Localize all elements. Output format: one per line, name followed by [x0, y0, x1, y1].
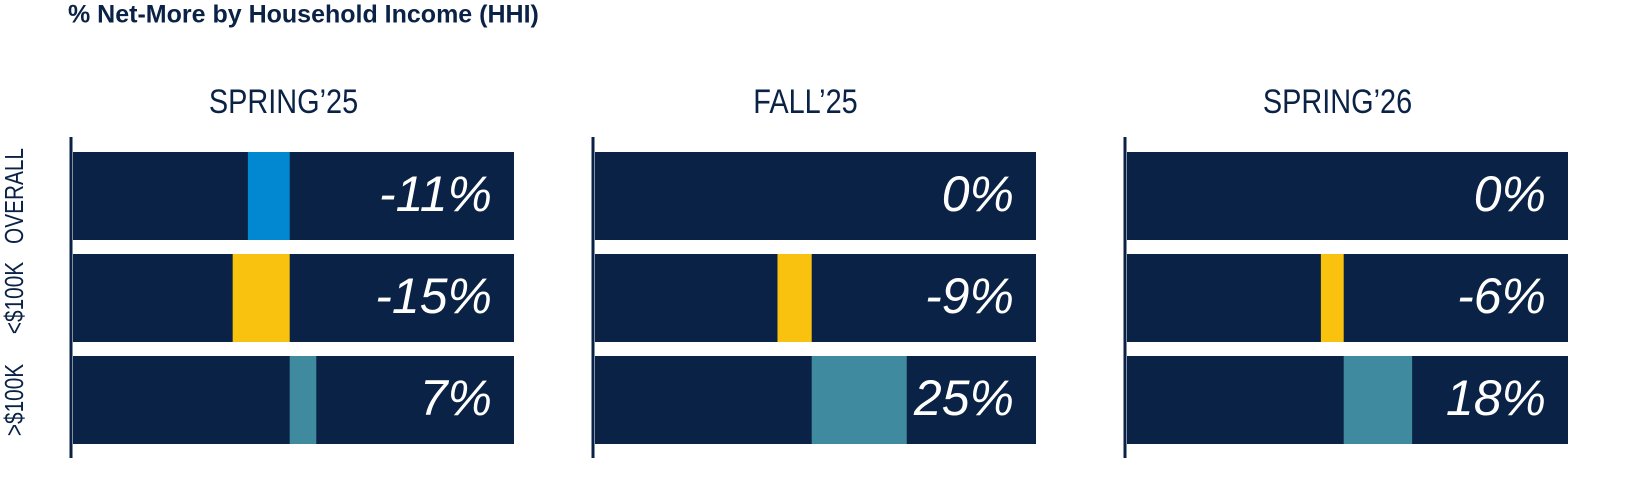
value-label: 0% — [1474, 166, 1546, 222]
row-background — [1127, 254, 1568, 342]
value-label: 7% — [420, 370, 492, 426]
row-label: <$100K — [0, 262, 28, 335]
row-background — [73, 152, 514, 240]
value-label: -15% — [375, 268, 492, 324]
panel-title: FALL’25 — [753, 82, 857, 121]
panel-title: SPRING’25 — [209, 82, 358, 121]
bar — [232, 254, 290, 342]
row-background — [595, 152, 1036, 240]
bar — [247, 152, 290, 240]
row-background — [1127, 152, 1568, 240]
value-label: -6% — [1457, 268, 1546, 324]
value-label: -11% — [379, 166, 492, 222]
value-label: 18% — [1446, 370, 1546, 426]
row-background — [595, 254, 1036, 342]
row-background — [73, 254, 514, 342]
row-label: OVERALL — [0, 148, 28, 244]
row-label: >$100K — [0, 364, 28, 437]
bar — [289, 356, 317, 444]
panel-title: SPRING’26 — [1263, 82, 1412, 121]
chart-title: % Net-More by Household Income (HHI) — [68, 1, 539, 29]
value-label: -9% — [925, 268, 1014, 324]
bar — [811, 356, 907, 444]
bar — [777, 254, 812, 342]
bar — [1320, 254, 1344, 342]
bar — [1343, 356, 1413, 444]
value-label: 0% — [942, 166, 1014, 222]
value-label: 25% — [913, 370, 1014, 426]
